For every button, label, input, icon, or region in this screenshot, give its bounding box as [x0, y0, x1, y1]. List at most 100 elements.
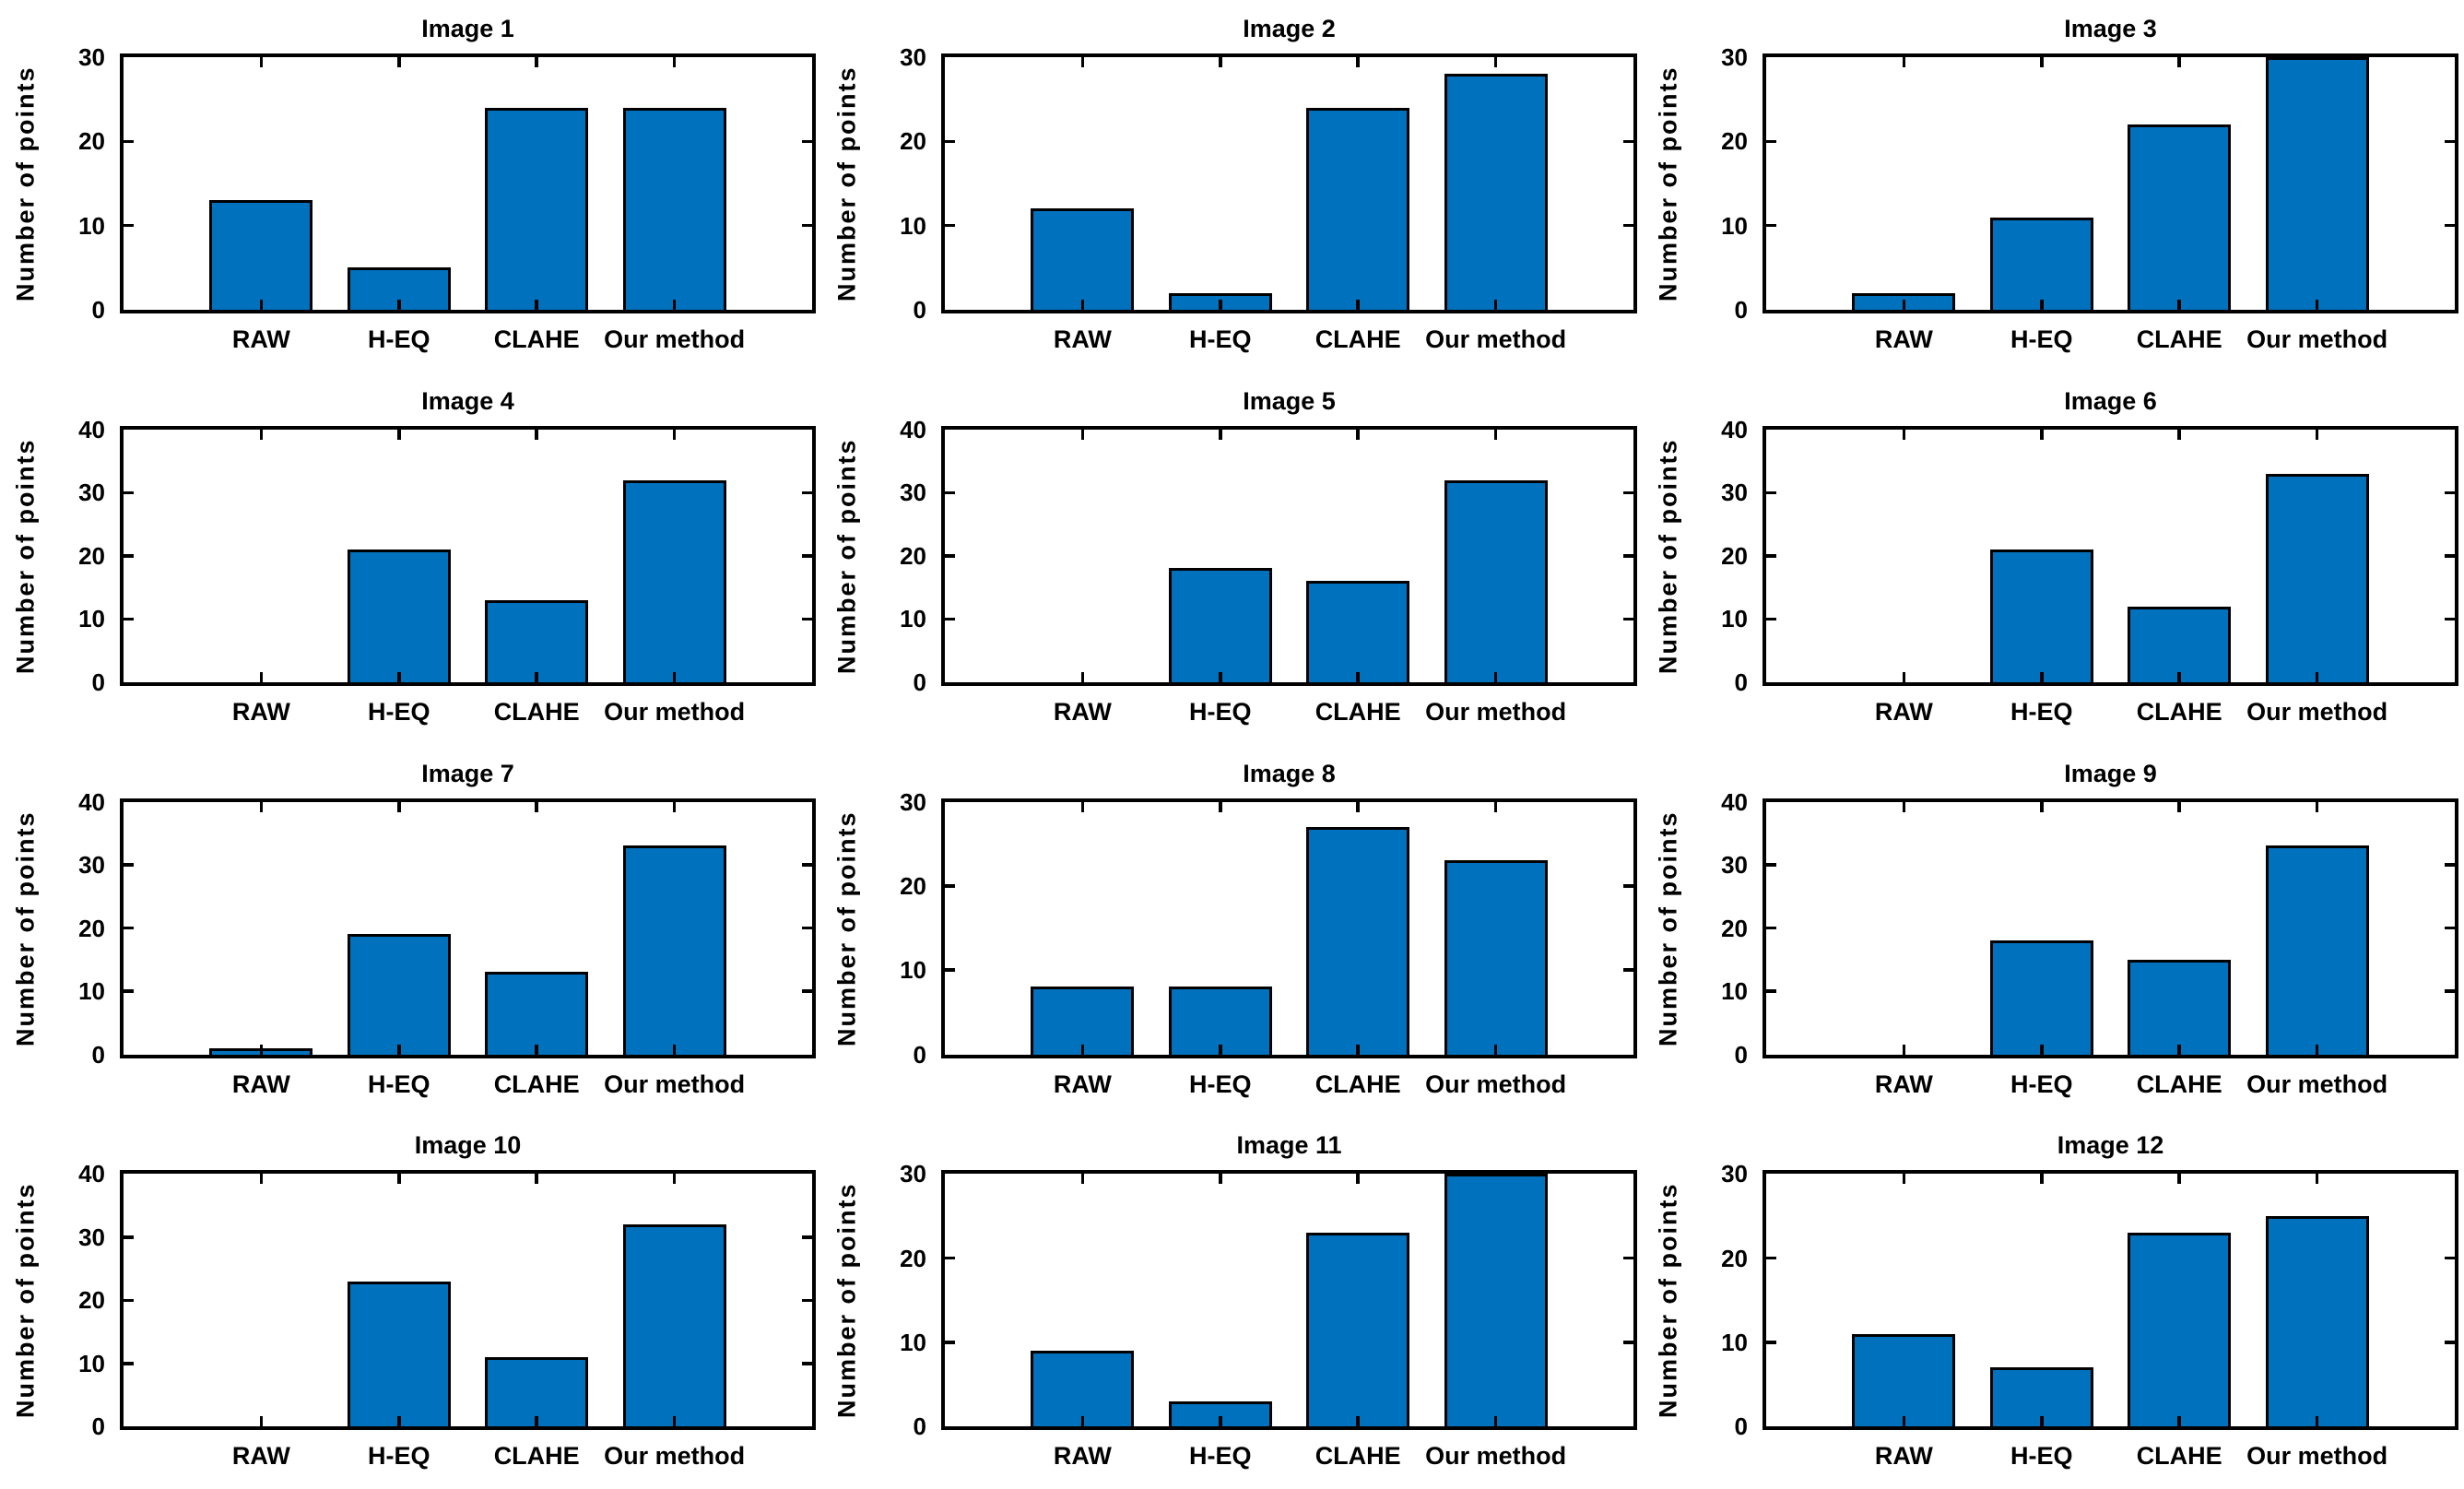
- y-axis-tick: [1766, 863, 1776, 867]
- bar-our-method: [622, 479, 726, 682]
- x-axis-tick: [1080, 429, 1085, 440]
- chart-title: Image 4: [421, 386, 514, 415]
- x-tick-label-raw: RAW: [1053, 1442, 1112, 1471]
- x-axis-tick: [2040, 1174, 2044, 1185]
- subplot-image-4: Image 4 Number of points 0 10 20 30 40 RAW H-EQ C…: [0, 372, 821, 745]
- y-axis-tick: [802, 1362, 812, 1365]
- bar-our-method: [1444, 1174, 1548, 1427]
- x-axis-tick: [2177, 1044, 2181, 1055]
- x-tick-label-raw: RAW: [1053, 697, 1112, 726]
- y-axis-tick: [124, 989, 134, 993]
- y-tick-label: 20: [78, 541, 105, 570]
- x-axis-tick: [2177, 57, 2181, 67]
- y-tick-label: 40: [78, 787, 105, 816]
- y-tick-label: 0: [1734, 1412, 1748, 1441]
- x-tick-label-raw: RAW: [231, 1069, 290, 1098]
- subplot-image-5: Image 5 Number of points 0 10 20 30 40 RAW H-EQ C…: [821, 372, 1643, 745]
- plot-area: [1763, 1170, 2458, 1431]
- y-axis-tick: [945, 139, 955, 144]
- x-tick-label-h-eq: H-EQ: [368, 1442, 430, 1471]
- y-tick-label: 10: [900, 1328, 926, 1356]
- y-tick-label: 0: [913, 1412, 926, 1441]
- chart-title: Image 8: [1243, 759, 1336, 787]
- x-axis-tick: [1493, 1416, 1498, 1427]
- y-axis-tick: [124, 1235, 134, 1239]
- x-axis-tick: [259, 801, 264, 812]
- x-tick-label-our-method: Our method: [604, 1442, 746, 1471]
- x-axis-tick: [1356, 300, 1360, 310]
- subplot-image-9: Image 9 Number of points 0 10 20 30 40 RAW H-EQ C…: [1643, 745, 2464, 1117]
- y-axis-tick: [124, 617, 134, 620]
- subplot-image-10: Image 10 Number of points 0 10 20 30 40 RAW H-EQ…: [0, 1117, 821, 1489]
- bar-clahe: [485, 107, 589, 310]
- bar-clahe: [485, 1356, 589, 1427]
- y-tick-label: 0: [91, 296, 105, 324]
- y-axis-tick: [1623, 490, 1633, 494]
- x-tick-label-h-eq: H-EQ: [2010, 1442, 2073, 1471]
- x-axis-tick: [2315, 429, 2319, 440]
- x-axis-tick: [397, 801, 401, 812]
- bar-our-method: [1444, 860, 1548, 1055]
- y-tick-label: 10: [78, 605, 105, 633]
- bar-clahe: [1306, 826, 1410, 1055]
- x-axis-tick: [259, 57, 264, 67]
- bar-clahe: [2128, 124, 2232, 310]
- x-axis-tick: [1902, 429, 1906, 440]
- x-axis-tick: [1902, 1416, 1906, 1427]
- x-axis-tick: [259, 1174, 264, 1185]
- y-tick-label: 40: [78, 415, 105, 443]
- bar-raw: [1031, 1351, 1135, 1427]
- bar-raw: [1031, 208, 1135, 310]
- x-axis-tick: [1902, 801, 1906, 812]
- x-axis-tick: [2040, 57, 2044, 67]
- y-axis-tick: [1766, 139, 1776, 144]
- y-axis-label: Number of points: [832, 65, 861, 301]
- x-tick-label-raw: RAW: [1874, 1442, 1933, 1471]
- x-axis-tick: [2315, 671, 2319, 682]
- bar-our-method: [2265, 473, 2369, 682]
- x-axis-tick: [1356, 801, 1360, 812]
- x-axis-tick: [1493, 1044, 1498, 1055]
- x-axis-tick: [397, 1416, 401, 1427]
- x-tick-label-clahe: CLAHE: [2136, 1442, 2222, 1471]
- y-tick-label: 20: [900, 127, 926, 156]
- plot-area: [120, 53, 816, 313]
- x-tick-label-our-method: Our method: [2246, 325, 2388, 353]
- bar-h-eq: [347, 549, 451, 682]
- bar-h-eq: [1989, 549, 2093, 682]
- chart-title: Image 12: [2057, 1131, 2164, 1160]
- y-axis-tick: [802, 989, 812, 993]
- y-axis-tick: [124, 926, 134, 930]
- bar-clahe: [1306, 581, 1410, 682]
- chart-title: Image 3: [2064, 15, 2157, 42]
- x-tick-label-h-eq: H-EQ: [368, 325, 430, 353]
- y-tick-label: 10: [1721, 605, 1748, 633]
- x-axis-tick: [2040, 671, 2044, 682]
- y-axis-tick: [2445, 554, 2455, 558]
- x-axis-tick: [1080, 671, 1085, 682]
- y-axis-tick: [1623, 968, 1633, 972]
- x-axis-tick: [535, 429, 538, 440]
- plot-area: [120, 1170, 816, 1431]
- x-axis-tick: [2040, 1044, 2044, 1055]
- y-axis-tick: [1623, 1341, 1633, 1344]
- x-axis-tick: [259, 429, 264, 440]
- y-tick-label: 10: [78, 211, 105, 240]
- chart-title: Image 9: [2064, 759, 2157, 787]
- x-tick-label-clahe: CLAHE: [2136, 697, 2222, 726]
- y-tick-label: 20: [1721, 541, 1748, 570]
- y-tick-label: 10: [900, 956, 926, 985]
- y-axis-tick: [945, 968, 955, 972]
- x-tick-label-our-method: Our method: [1425, 1442, 1567, 1471]
- y-tick-label: 30: [78, 43, 105, 71]
- x-tick-label-raw: RAW: [231, 325, 290, 353]
- bar-h-eq: [1989, 217, 2093, 310]
- plot-area: [1763, 425, 2458, 686]
- chart-title: Image 11: [1236, 1131, 1342, 1160]
- y-axis-tick: [2445, 617, 2455, 620]
- x-axis-tick: [1356, 1174, 1360, 1185]
- x-axis-tick: [2177, 801, 2181, 812]
- x-axis-tick: [535, 57, 538, 67]
- bar-our-method: [2265, 57, 2369, 310]
- x-tick-label-clahe: CLAHE: [1315, 1069, 1401, 1098]
